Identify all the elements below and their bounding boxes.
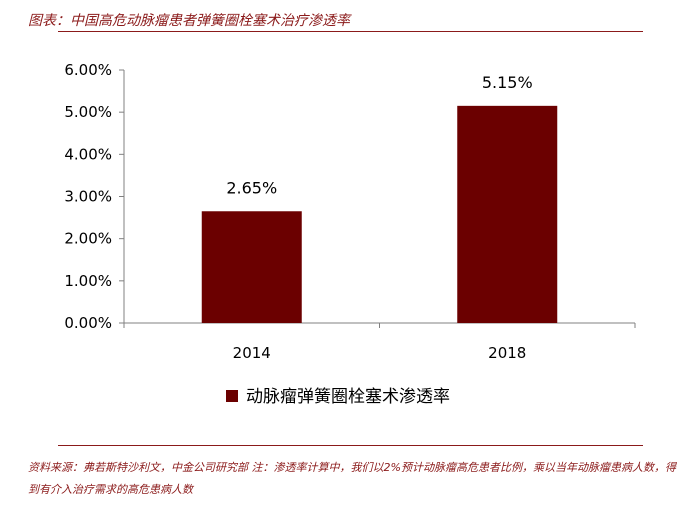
data-label-2018: 5.15% [482,73,533,92]
footer-divider [58,445,643,446]
y-tick-label: 3.00% [64,188,112,206]
legend-label: 动脉瘤弹簧圈栓塞术渗透率 [246,387,450,407]
x-tick-label: 2018 [488,344,526,362]
header-divider [58,31,643,32]
data-label-2014: 2.65% [226,178,277,197]
y-tick-label: 6.00% [64,61,112,79]
y-tick-label: 4.00% [64,145,112,163]
bar-chart: 0.00% 1.00% 2.00% 3.00% 4.00% 5.00% 6.00% 2.65%… [64,61,636,407]
legend-swatch [226,390,238,402]
chart-header-title: 图表：中国高危动脉瘤患者弹簧圈栓塞术治疗渗透率 [28,13,350,29]
bar-2018 [457,105,558,323]
bar-2014 [201,211,302,323]
y-tick-label: 1.00% [64,272,112,290]
y-tick-label: 2.00% [64,230,112,248]
source-note: 资料来源：弗若斯特沙利文，中金公司研究部 注：渗透率计算中，我们以2%预计动脉瘤… [28,461,676,496]
x-tick-label: 2014 [233,344,271,362]
y-tick-label: 0.00% [64,314,112,332]
y-tick-label: 5.00% [64,103,112,121]
